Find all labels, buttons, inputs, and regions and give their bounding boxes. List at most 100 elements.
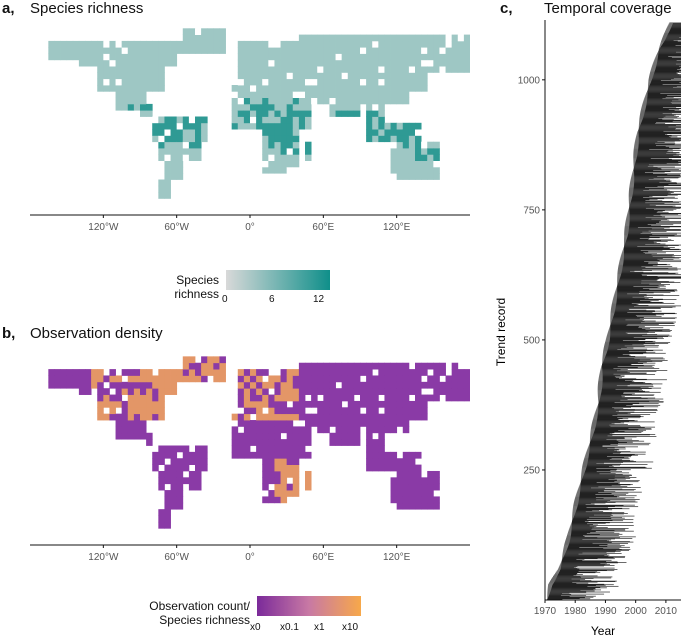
trend-record-bar bbox=[622, 250, 641, 252]
trend-record-bar bbox=[634, 144, 681, 146]
trend-record-bar bbox=[654, 58, 681, 60]
map-cell bbox=[305, 432, 312, 440]
trend-record-bar bbox=[619, 260, 645, 262]
map-cell bbox=[121, 91, 129, 98]
panel-b-label: b, bbox=[2, 325, 16, 342]
trend-record-bar bbox=[611, 302, 675, 304]
map-cell bbox=[256, 72, 263, 80]
trend-record-bar bbox=[588, 446, 638, 448]
map-cell bbox=[378, 400, 385, 408]
trend-record-bar bbox=[633, 185, 681, 187]
map-cell bbox=[427, 381, 434, 389]
map-cell bbox=[457, 394, 465, 402]
trend-record-bar bbox=[610, 325, 639, 327]
map-cell bbox=[127, 388, 135, 395]
map-cell bbox=[188, 116, 196, 124]
map-cell bbox=[329, 400, 336, 408]
map-cell bbox=[408, 369, 416, 376]
trend-record-bar bbox=[583, 459, 610, 460]
trend-record-bar bbox=[596, 409, 635, 411]
map-cell bbox=[457, 59, 465, 67]
trend-record-bar bbox=[649, 85, 681, 86]
map-cell bbox=[353, 103, 361, 111]
map-cell bbox=[256, 116, 263, 124]
map-cell bbox=[182, 47, 190, 54]
trend-record-bar bbox=[664, 33, 681, 34]
map-cell bbox=[366, 34, 373, 42]
trend-record-bar bbox=[566, 534, 619, 536]
trend-record-bar bbox=[632, 195, 650, 197]
map-cell bbox=[121, 40, 129, 48]
map-cell bbox=[298, 72, 306, 80]
trend-record-bar bbox=[547, 590, 595, 592]
trend-record-bar bbox=[648, 81, 681, 83]
map-cell bbox=[415, 362, 422, 370]
map-cell bbox=[127, 432, 135, 440]
map-cell bbox=[219, 369, 226, 376]
map-cell bbox=[243, 116, 251, 124]
map-cell bbox=[170, 160, 178, 168]
trend-record-bar bbox=[628, 194, 681, 195]
trend-record-bar bbox=[578, 502, 606, 504]
trend-record-bar bbox=[602, 384, 654, 386]
map-cell bbox=[298, 388, 306, 395]
trend-record-bar bbox=[635, 162, 681, 163]
map-cell bbox=[347, 78, 355, 86]
map-cell bbox=[60, 47, 68, 54]
trend-record-bar bbox=[581, 481, 639, 483]
map-cell bbox=[384, 40, 391, 48]
x-axis-label: Year bbox=[591, 624, 615, 638]
trend-record-bar bbox=[634, 184, 669, 186]
trend-record-bar bbox=[637, 154, 680, 156]
map-cell bbox=[329, 40, 336, 48]
trend-record-bar bbox=[611, 307, 673, 308]
map-cell bbox=[237, 72, 245, 80]
trend-record-bar bbox=[602, 370, 668, 371]
trend-record-bar bbox=[628, 232, 681, 234]
map-cell bbox=[262, 432, 269, 440]
map-cell bbox=[152, 375, 159, 383]
map-cell bbox=[408, 160, 416, 168]
map-cell bbox=[256, 66, 263, 73]
trend-record-bar bbox=[597, 396, 622, 398]
map-cell bbox=[127, 72, 135, 80]
map-cell bbox=[237, 78, 245, 86]
map-cell bbox=[402, 362, 410, 370]
trend-record-bar bbox=[595, 426, 656, 428]
map-cell bbox=[176, 496, 184, 504]
map-cell bbox=[353, 110, 361, 117]
legend-a-tick-0: 0 bbox=[222, 294, 228, 305]
map-cell bbox=[292, 66, 300, 73]
trend-record-bar bbox=[552, 584, 596, 586]
trend-record-bar bbox=[626, 218, 652, 220]
trend-record-bar bbox=[583, 461, 637, 462]
trend-record-bar bbox=[602, 380, 634, 382]
map-cell bbox=[335, 413, 343, 421]
map-cell bbox=[360, 85, 367, 92]
map-cell bbox=[274, 426, 281, 434]
map-cell bbox=[127, 407, 135, 415]
map-cell bbox=[66, 381, 74, 389]
trend-record-bar bbox=[641, 106, 663, 108]
map-cell bbox=[280, 458, 288, 465]
map-cell bbox=[127, 103, 135, 111]
map-cell bbox=[384, 78, 391, 86]
map-cell bbox=[188, 375, 196, 383]
map-cell bbox=[390, 388, 398, 395]
map-cell bbox=[396, 369, 404, 376]
trend-record-bar bbox=[552, 577, 582, 578]
map-cell bbox=[188, 458, 196, 465]
trend-record-bar bbox=[624, 245, 679, 246]
map-cell bbox=[298, 439, 306, 446]
trend-record-bar bbox=[635, 138, 681, 140]
trend-record-bar bbox=[581, 475, 615, 477]
trend-record-bar bbox=[615, 305, 681, 307]
trend-record-bar bbox=[628, 230, 649, 232]
trend-record-bar bbox=[617, 291, 675, 292]
trend-record-bar bbox=[634, 183, 678, 185]
trend-record-bar bbox=[611, 322, 641, 323]
map-cell bbox=[280, 129, 288, 136]
map-cell bbox=[378, 464, 385, 472]
map-cell bbox=[188, 40, 196, 48]
map-cell bbox=[408, 59, 416, 67]
